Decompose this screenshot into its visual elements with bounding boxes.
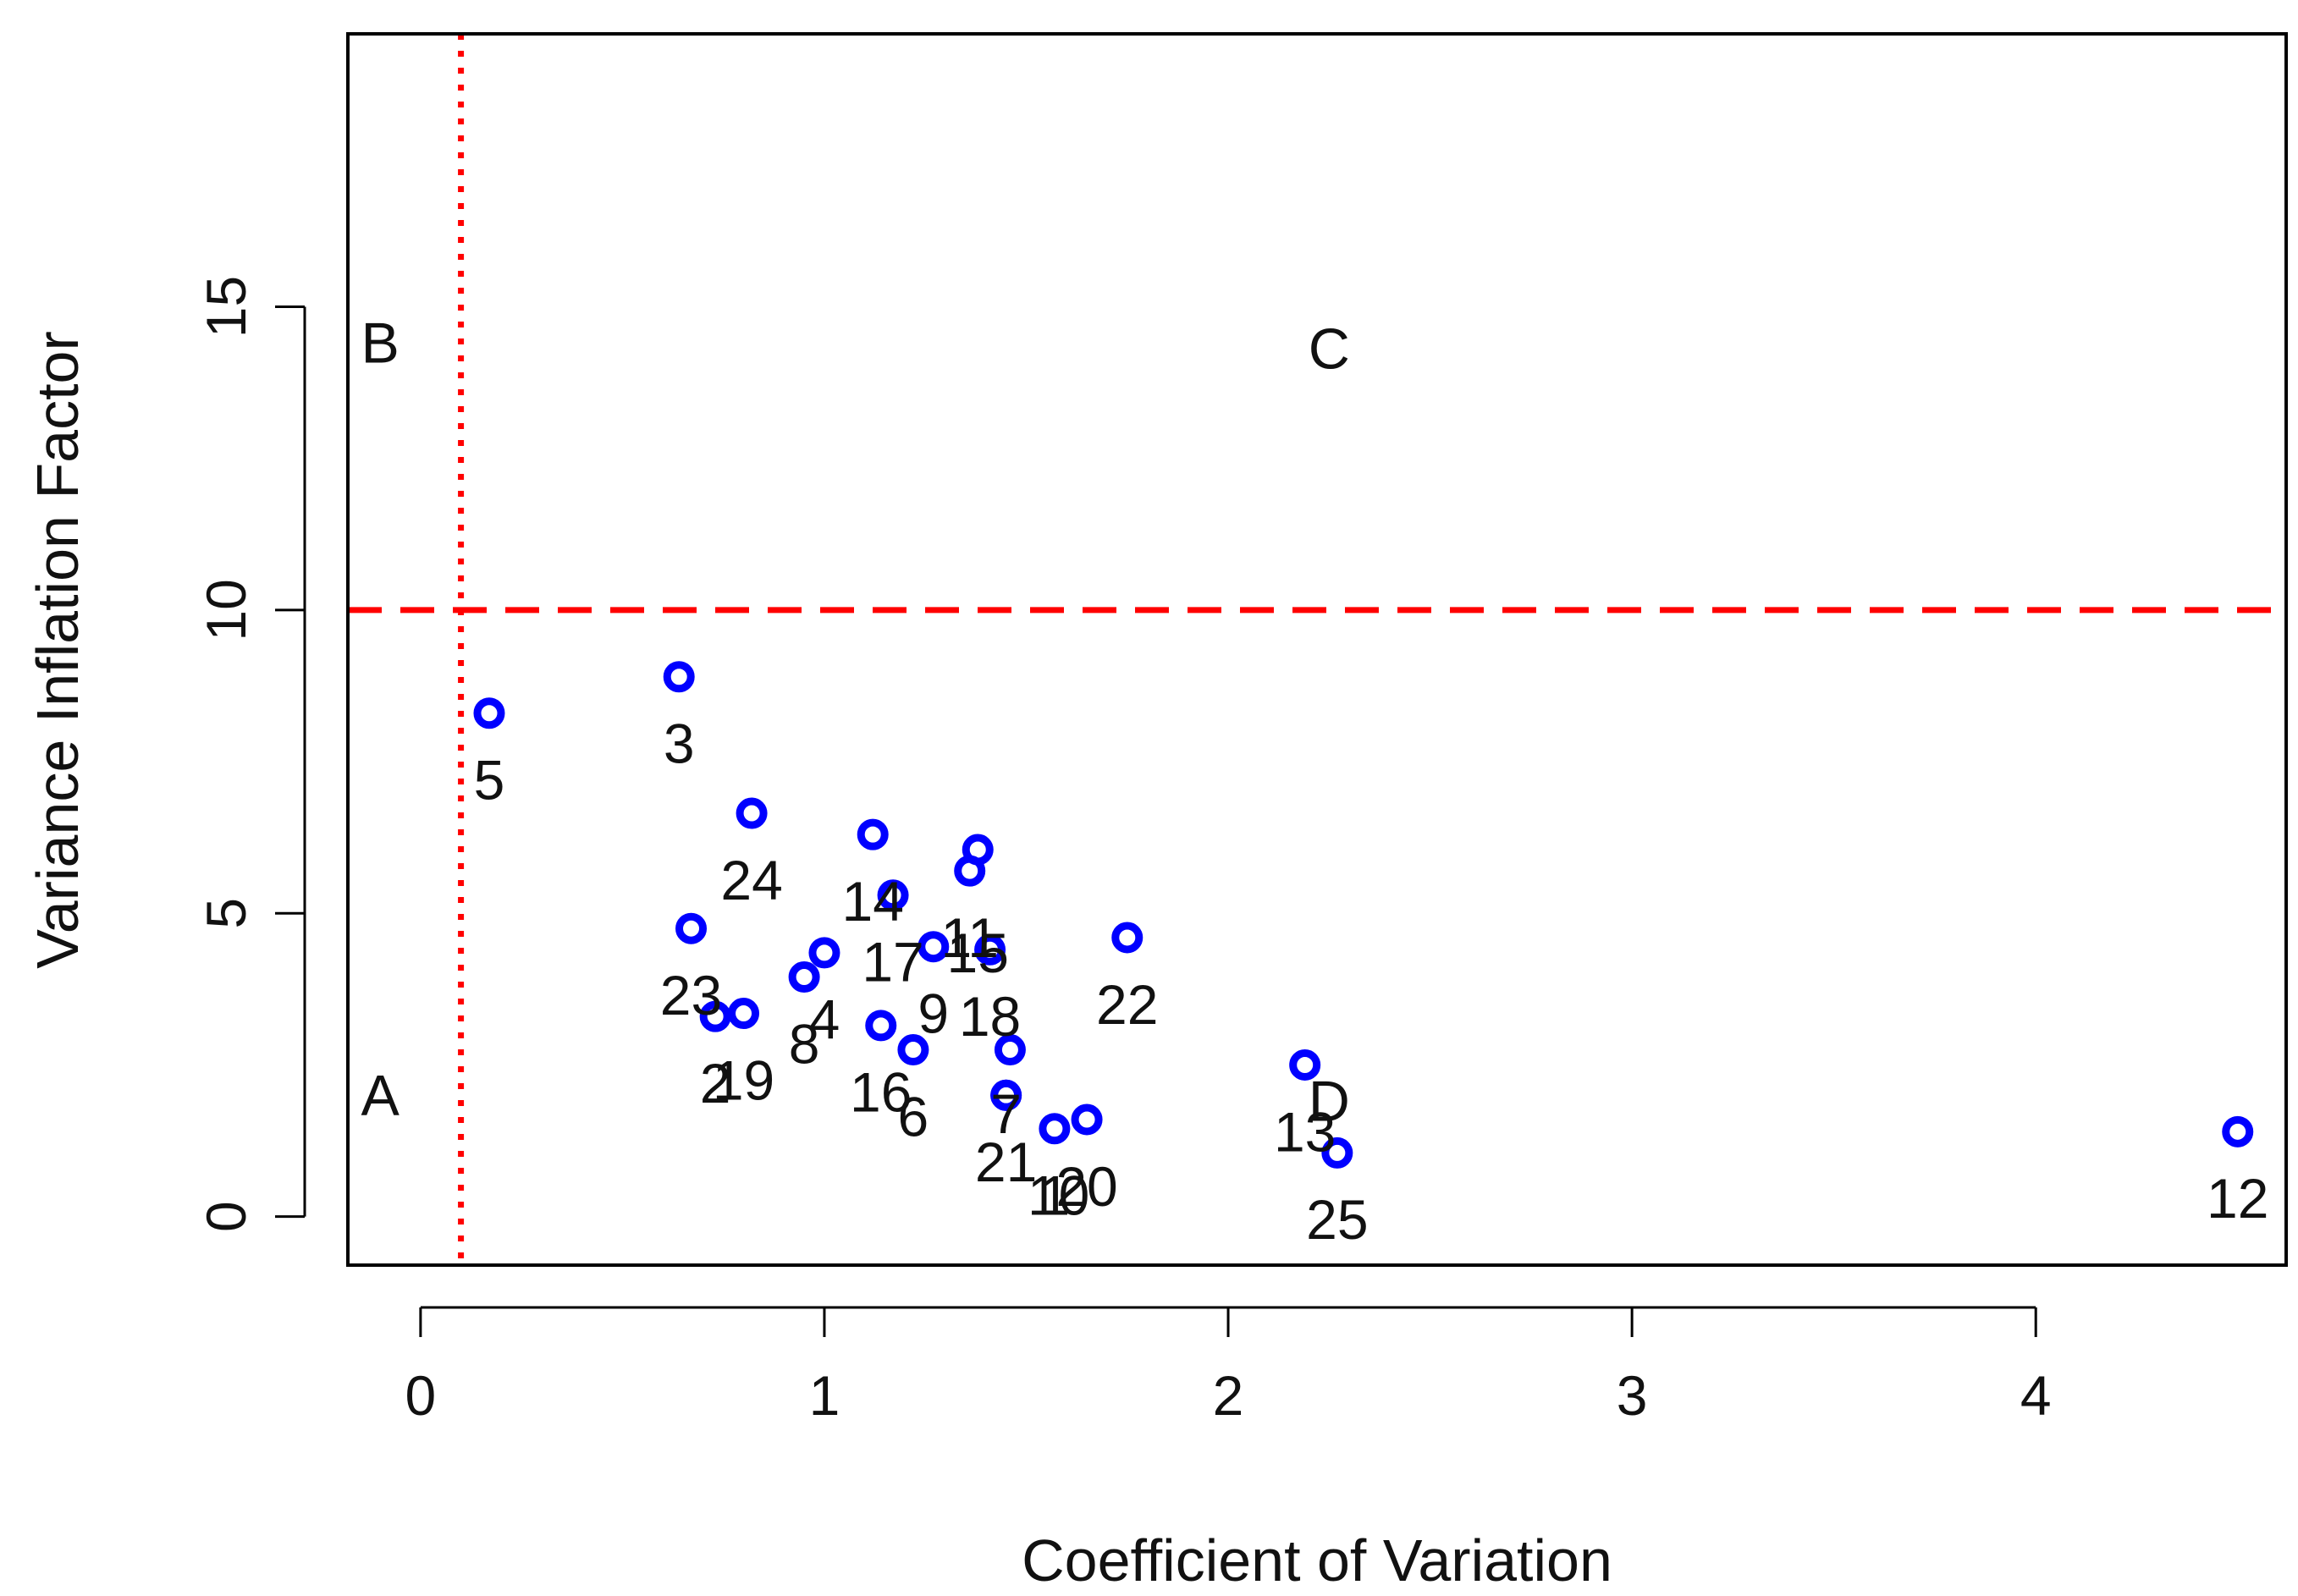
x-tick-label: 1 — [809, 1364, 840, 1427]
data-point — [675, 912, 708, 944]
data-point-label: 24 — [720, 849, 782, 911]
x-axis-title: Coefficient of Variation — [1022, 1527, 1612, 1593]
data-point-label: 7 — [990, 1082, 1022, 1145]
region-label-c: C — [1309, 317, 1350, 382]
data-point — [1039, 1113, 1071, 1145]
data-point — [473, 697, 505, 729]
data-point — [990, 1079, 1022, 1111]
x-tick-label: 0 — [405, 1364, 437, 1427]
data-point — [962, 834, 994, 866]
data-point-label: 23 — [660, 964, 722, 1026]
region-labels: A B C D — [361, 311, 1349, 1134]
data-point-label: 12 — [2207, 1167, 2268, 1230]
data-point-label: 17 — [862, 931, 923, 993]
data-point — [699, 1000, 731, 1032]
data-point-label: 18 — [959, 985, 1021, 1048]
data-point-label: 21 — [975, 1131, 1037, 1193]
data-point — [788, 961, 820, 993]
data-point — [877, 879, 909, 911]
data-point — [1289, 1048, 1321, 1081]
data-point-label: 2 — [700, 1052, 731, 1114]
data-point — [663, 661, 695, 693]
y-tick-label: 10 — [195, 579, 257, 641]
y-tick-label: 15 — [195, 276, 257, 338]
data-point-label: 20 — [1055, 1155, 1117, 1218]
plot-frame — [346, 32, 2288, 1267]
data-point — [808, 937, 840, 969]
reference-lines — [348, 34, 2286, 1265]
x-tick-label: 4 — [2020, 1364, 2052, 1427]
data-point-label: 15 — [947, 922, 1009, 984]
data-point — [918, 931, 950, 963]
data-point — [857, 818, 889, 850]
data-point-label: 11 — [940, 906, 999, 969]
data-point — [897, 1034, 929, 1066]
data-point-label: 5 — [474, 749, 505, 812]
data-point-label: 3 — [664, 713, 695, 775]
data-point-label: 16 — [850, 1061, 912, 1124]
data-point — [994, 1034, 1026, 1066]
data-point — [865, 1010, 897, 1042]
data-point — [1071, 1103, 1103, 1136]
data-point-label: 14 — [841, 870, 903, 933]
data-point-label: 9 — [918, 982, 949, 1045]
region-label-a: A — [361, 1063, 400, 1127]
region-label-d: D — [1309, 1069, 1350, 1133]
data-point — [728, 998, 760, 1030]
data-point-label: 22 — [1096, 973, 1158, 1036]
region-label-b: B — [361, 311, 399, 376]
data-points — [473, 661, 2254, 1169]
x-tick-label: 3 — [1617, 1364, 1648, 1427]
data-point — [2222, 1115, 2254, 1147]
data-point-label: 8 — [789, 1012, 820, 1075]
y-axis-title: Variance Inflation Factor — [25, 331, 91, 969]
data-point-label: 25 — [1306, 1188, 1368, 1251]
data-point — [1321, 1136, 1353, 1169]
data-point — [974, 933, 1006, 966]
data-point — [1111, 922, 1143, 954]
y-tick-label: 0 — [195, 1201, 257, 1232]
data-point-label: 6 — [898, 1085, 929, 1147]
data-point-label: 19 — [713, 1048, 774, 1111]
y-tick-label: 5 — [195, 898, 257, 929]
data-point-label: 4 — [809, 988, 840, 1051]
data-point — [736, 797, 768, 829]
data-point-label: 13 — [1274, 1100, 1336, 1163]
data-point-label: 10 — [1028, 1164, 1089, 1227]
x-tick-label: 2 — [1213, 1364, 1244, 1427]
data-point-label: 1 — [1039, 1164, 1071, 1227]
